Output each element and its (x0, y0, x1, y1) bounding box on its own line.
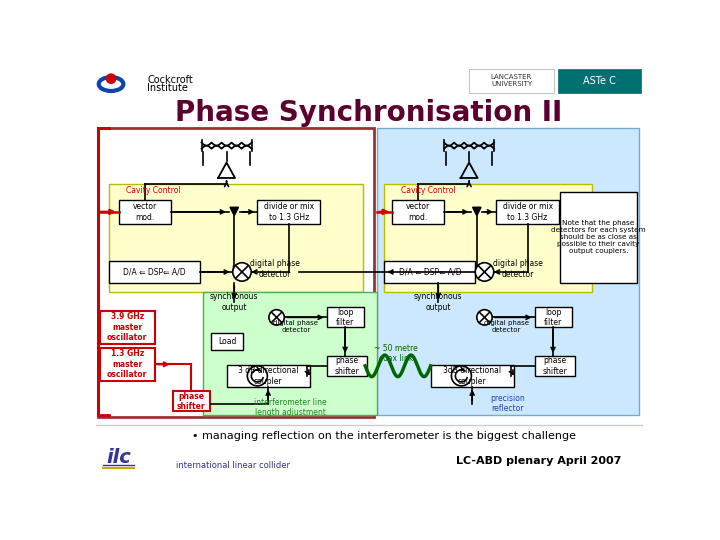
Bar (98, 128, 374, 417)
Circle shape (269, 309, 284, 325)
Bar (99, 348, 155, 381)
Text: Note that the phase
detectors for each system
should be as close as
possible to : Note that the phase detectors for each s… (551, 220, 646, 254)
Text: divide or mix
to 1.3 GHz: divide or mix to 1.3 GHz (503, 202, 553, 221)
Text: digital phase
detector: digital phase detector (250, 259, 300, 279)
Text: synchronous
output: synchronous output (414, 292, 462, 312)
Circle shape (451, 366, 472, 386)
Text: Cavity Control: Cavity Control (401, 186, 456, 195)
Bar (173, 392, 210, 411)
Bar (496, 200, 559, 224)
Bar (534, 307, 572, 327)
Circle shape (107, 74, 116, 83)
Bar (377, 128, 639, 415)
Text: Institute: Institute (148, 83, 188, 93)
Text: LC-ABD plenary April 2007: LC-ABD plenary April 2007 (456, 456, 621, 467)
Bar (119, 200, 171, 224)
Circle shape (475, 262, 494, 281)
Text: 3.9 GHz
master
oscillator: 3.9 GHz master oscillator (107, 313, 148, 342)
Text: interferometer line
length adjustment: interferometer line length adjustment (254, 398, 327, 417)
Text: divide or mix
to 1.3 GHz: divide or mix to 1.3 GHz (264, 202, 314, 221)
Circle shape (477, 309, 492, 325)
Text: digital phase
detector: digital phase detector (274, 320, 318, 333)
Text: loop
filter: loop filter (544, 308, 562, 327)
Text: Phase Synchronisation II: Phase Synchronisation II (176, 98, 562, 126)
Text: 3dB directional
coupler: 3dB directional coupler (443, 366, 501, 386)
Text: • managing reflection on the interferometer is the biggest challenge: • managing reflection on the interferome… (192, 431, 577, 441)
Text: phase
shifter: phase shifter (177, 392, 205, 411)
Bar (392, 200, 444, 224)
Bar (384, 261, 475, 283)
Bar (534, 356, 575, 376)
Text: 1.3 GHz
master
oscillator: 1.3 GHz master oscillator (107, 349, 148, 379)
Bar (558, 69, 641, 93)
Bar (109, 261, 199, 283)
Text: Cavity Control: Cavity Control (127, 186, 181, 195)
Text: Cockcroft: Cockcroft (148, 75, 193, 85)
Text: digital phase
detector: digital phase detector (492, 259, 543, 279)
Text: digital phase
detector: digital phase detector (484, 320, 528, 333)
Text: international linear collider: international linear collider (176, 461, 290, 470)
Bar (99, 311, 155, 343)
Text: Load: Load (218, 337, 236, 346)
Text: LANCASTER
UNIVERSITY: LANCASTER UNIVERSITY (491, 75, 532, 87)
Text: phase
shifter: phase shifter (542, 356, 567, 376)
Text: 3 dB directional
coupler: 3 dB directional coupler (238, 366, 298, 386)
Text: phase
shifter: phase shifter (334, 356, 359, 376)
Text: synchronous
output: synchronous output (210, 292, 258, 312)
Text: loop
filter: loop filter (336, 308, 354, 327)
Bar (560, 192, 637, 283)
Text: ilc: ilc (107, 448, 131, 467)
Text: D/A ⇐ DSP⇐ A/D: D/A ⇐ DSP⇐ A/D (398, 267, 461, 276)
Bar (469, 69, 554, 93)
Circle shape (233, 262, 251, 281)
Bar (327, 356, 366, 376)
Bar (227, 365, 310, 387)
Bar (257, 200, 320, 224)
Polygon shape (230, 207, 238, 215)
Text: ASTe C: ASTe C (582, 76, 616, 86)
Polygon shape (472, 207, 481, 215)
Bar (384, 184, 593, 292)
Bar (204, 292, 377, 415)
Text: vector
mod.: vector mod. (132, 202, 157, 221)
Text: vector
mod.: vector mod. (406, 202, 431, 221)
Text: ~ 50 metre
coax link: ~ 50 metre coax link (374, 344, 418, 363)
Bar (431, 365, 514, 387)
Bar (327, 307, 364, 327)
Circle shape (248, 366, 267, 386)
Text: D/A ⇐ DSP⇐ A/D: D/A ⇐ DSP⇐ A/D (123, 267, 186, 276)
Bar (211, 333, 243, 350)
Text: precision
reflector: precision reflector (490, 394, 525, 413)
Bar (109, 184, 363, 292)
